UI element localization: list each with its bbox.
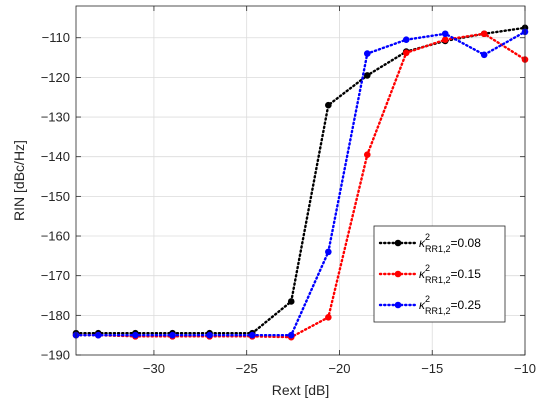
legend-marker <box>394 239 402 247</box>
y-axis-label: RIN [dBc/Hz] <box>11 140 27 221</box>
x-tick-label: −15 <box>421 361 443 376</box>
y-tick-label: −110 <box>42 30 70 45</box>
y-tick-label: −170 <box>41 268 70 283</box>
legend-entry-3: κ2 RR1,2=0.25 <box>378 294 481 316</box>
data-point <box>441 30 449 38</box>
legend-entry-2: κ2 RR1,2=0.15 <box>378 263 481 285</box>
data-point <box>287 298 295 305</box>
x-tick-label: −10 <box>514 361 536 376</box>
y-tick-label: −120 <box>41 70 70 85</box>
data-point <box>169 331 176 339</box>
legend-marker <box>394 270 402 278</box>
data-point <box>441 36 449 44</box>
data-point <box>132 331 139 339</box>
plot-frame <box>75 5 526 356</box>
legend-marker <box>394 301 402 309</box>
series-layer <box>72 24 529 341</box>
legend-label: κ2 RR1,2=0.08 <box>419 232 481 254</box>
x-axis-label: Rext [dB] <box>272 382 330 398</box>
y-tick-label: −160 <box>41 229 70 244</box>
data-point <box>363 50 371 57</box>
data-point <box>402 49 410 57</box>
legend: κ2 RR1,2=0.08 κ2 RR1,2=0.15 κ2 RR1,2=0.25 <box>373 225 506 323</box>
y-tick-label: −190 <box>41 348 70 363</box>
y-tick-label: −130 <box>41 110 70 125</box>
legend-label: κ2 RR1,2=0.15 <box>419 263 481 285</box>
data-point <box>363 72 371 79</box>
y-tick-label: −150 <box>41 189 70 204</box>
y-tick-label: −180 <box>41 308 70 323</box>
data-point <box>287 331 295 339</box>
data-point <box>248 331 256 339</box>
y-tick-label: −140 <box>41 149 70 164</box>
data-point <box>480 51 488 59</box>
data-point <box>480 30 488 38</box>
x-tick-label: −20 <box>328 361 350 376</box>
x-tick-label: −25 <box>236 361 258 376</box>
data-point <box>325 314 332 321</box>
data-point <box>325 248 332 256</box>
tick-layer: −30 −25 −20 −15 −10 −110 −120 −130 −140 −150 −160 −… <box>41 6 536 376</box>
x-tick-label: −30 <box>143 361 165 376</box>
data-point <box>94 331 102 339</box>
data-point <box>402 36 410 44</box>
legend-label: κ2 RR1,2=0.25 <box>419 294 481 316</box>
data-point <box>206 331 213 339</box>
legend-entry-1: κ2 RR1,2=0.08 <box>378 232 481 254</box>
data-point <box>363 151 371 159</box>
data-point <box>325 101 332 109</box>
